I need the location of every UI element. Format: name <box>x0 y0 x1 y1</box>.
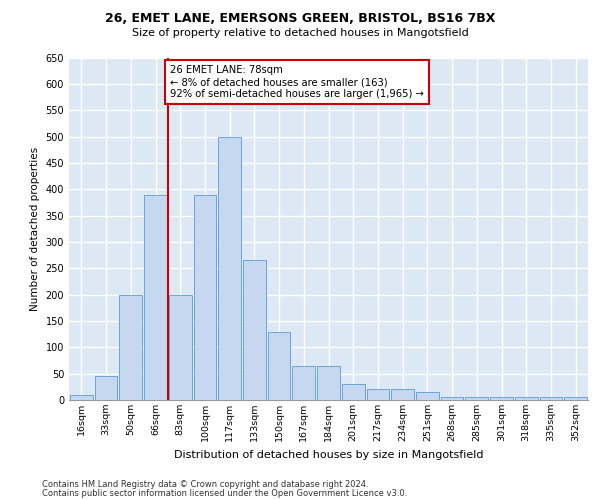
Text: Contains HM Land Registry data © Crown copyright and database right 2024.: Contains HM Land Registry data © Crown c… <box>42 480 368 489</box>
Text: Size of property relative to detached houses in Mangotsfield: Size of property relative to detached ho… <box>131 28 469 38</box>
Bar <box>466 398 488 400</box>
Bar <box>490 398 513 400</box>
Bar <box>317 366 340 400</box>
Bar <box>243 260 266 400</box>
Bar <box>268 332 290 400</box>
Bar <box>218 136 241 400</box>
Bar <box>515 398 538 400</box>
Bar <box>95 376 118 400</box>
Bar <box>169 294 191 400</box>
Bar <box>119 294 142 400</box>
Bar <box>564 398 587 400</box>
Bar <box>70 394 93 400</box>
Bar <box>416 392 439 400</box>
Bar <box>391 390 414 400</box>
X-axis label: Distribution of detached houses by size in Mangotsfield: Distribution of detached houses by size … <box>174 450 483 460</box>
Bar <box>144 194 167 400</box>
Text: 26, EMET LANE, EMERSONS GREEN, BRISTOL, BS16 7BX: 26, EMET LANE, EMERSONS GREEN, BRISTOL, … <box>105 12 495 26</box>
Text: Contains public sector information licensed under the Open Government Licence v3: Contains public sector information licen… <box>42 488 407 498</box>
Bar <box>539 398 562 400</box>
Y-axis label: Number of detached properties: Number of detached properties <box>30 146 40 311</box>
Bar <box>342 384 365 400</box>
Bar <box>367 390 389 400</box>
Text: 26 EMET LANE: 78sqm
← 8% of detached houses are smaller (163)
92% of semi-detach: 26 EMET LANE: 78sqm ← 8% of detached hou… <box>170 66 424 98</box>
Bar <box>441 398 463 400</box>
Bar <box>194 194 216 400</box>
Bar <box>292 366 315 400</box>
